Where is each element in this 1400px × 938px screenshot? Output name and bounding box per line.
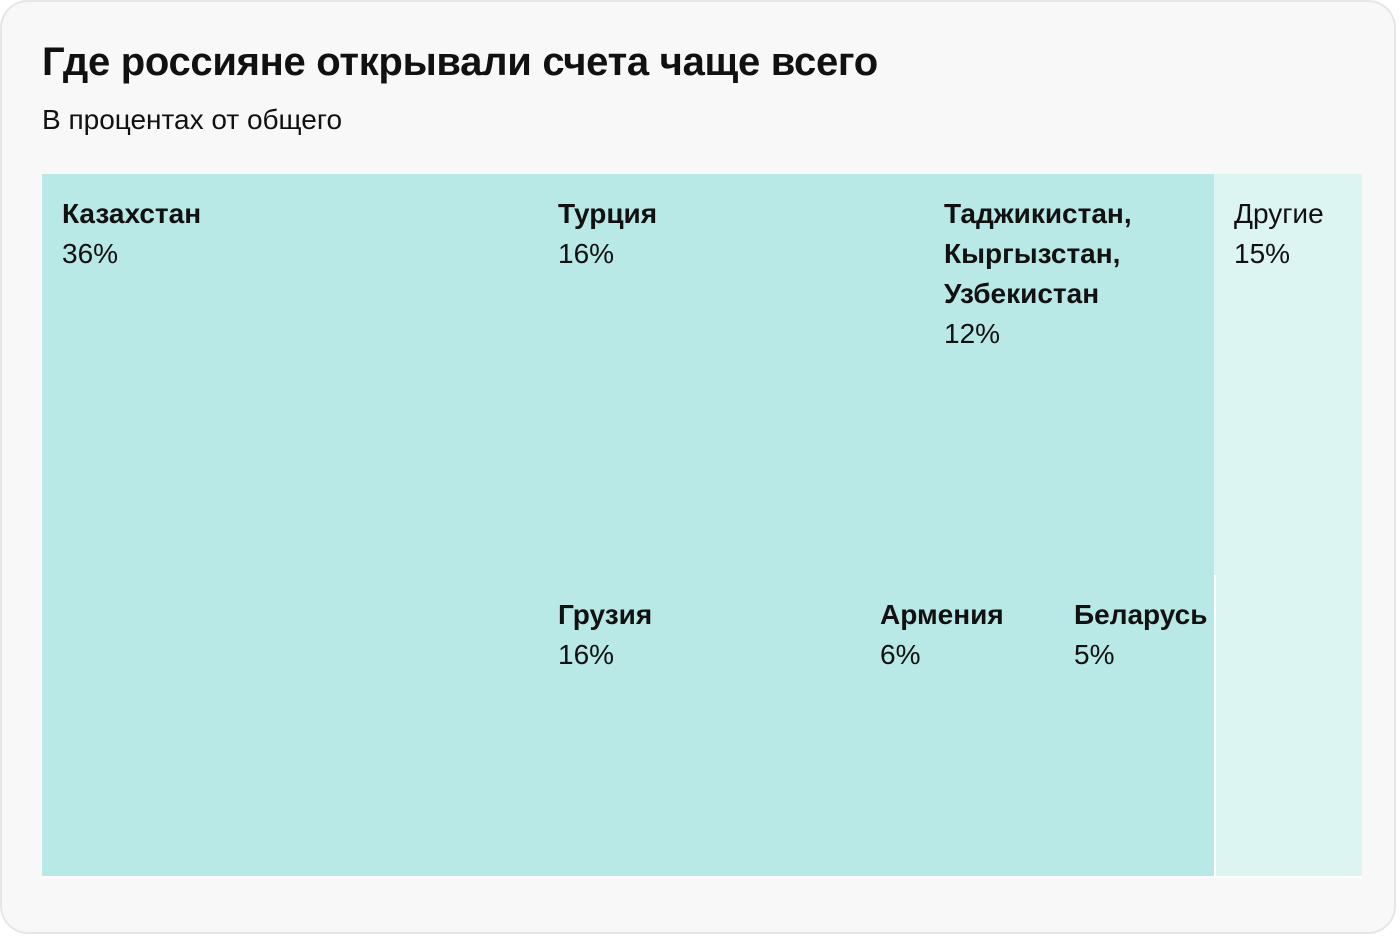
tile-label: Беларусь [1074, 599, 1208, 630]
tile-label: Казахстан [62, 198, 202, 229]
treemap-tile: Беларусь 5% [1054, 575, 1216, 878]
treemap-tile: Другие 15% [1214, 174, 1362, 878]
tile-value: 15% [1234, 238, 1291, 269]
treemap-tile: Турция 16% [538, 174, 926, 577]
tile-label: Турция [558, 198, 658, 229]
chart-title: Где россияне открывали счета чаще всего [42, 40, 878, 84]
tile-value: 12% [944, 318, 1001, 349]
tile-value: 5% [1074, 639, 1115, 670]
chart-subtitle: В процентах от общего [42, 104, 343, 135]
treemap-tile: Армения 6% [860, 575, 1056, 878]
tile-label: Таджикистан, Кыргызстан, Узбекистан [944, 198, 1132, 309]
tile-value: 36% [62, 238, 119, 269]
tile-label: Грузия [558, 599, 653, 630]
treemap-tile: Грузия 16% [538, 575, 862, 878]
tile-value: 16% [558, 639, 615, 670]
tile-label: Армения [880, 599, 1004, 630]
tile-value: 16% [558, 238, 615, 269]
tile-label: Другие [1234, 198, 1324, 229]
tile-value: 6% [880, 639, 921, 670]
treemap: Казахстан 36% Турция 16% Таджикистан, Кыргызс… [42, 174, 1362, 878]
treemap-tile: Таджикистан, Кыргызстан, Узбекистан 12% [924, 174, 1216, 577]
treemap-tile: Казахстан 36% [42, 174, 540, 878]
